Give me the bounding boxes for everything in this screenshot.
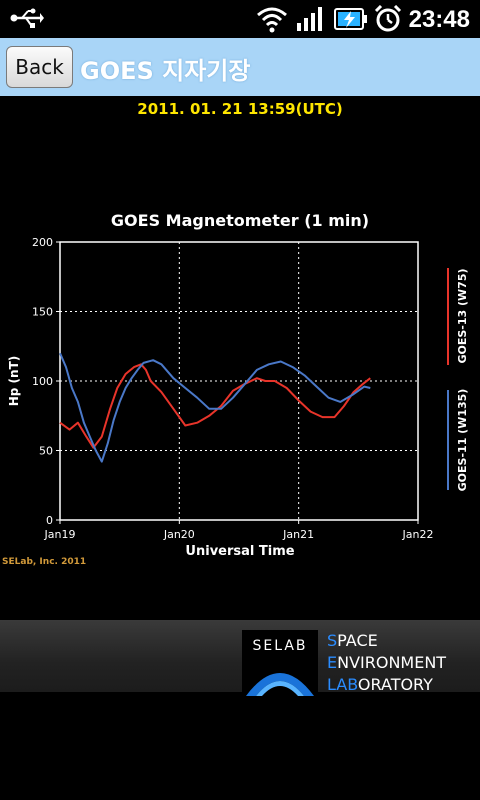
x-tick-label: Jan21 <box>282 528 314 541</box>
chart-title: GOES Magnetometer (1 min) <box>111 211 369 230</box>
legend-label: GOES-11 (W135) <box>456 389 469 492</box>
y-tick-label: 0 <box>46 514 53 527</box>
series-lines <box>59 352 371 463</box>
timestamp: 2011. 01. 21 13:59(UTC) <box>137 100 343 118</box>
legend-label: GOES-13 (W75) <box>456 268 469 363</box>
x-tick-label: Jan22 <box>402 528 434 541</box>
legend: GOES-13 (W75) GOES-11 (W135) <box>447 268 469 492</box>
x-axis-label: Universal Time <box>185 544 294 559</box>
series-line-goes11 <box>59 352 371 463</box>
grid <box>60 242 418 520</box>
org-line-space: SPACE <box>327 631 378 650</box>
y-axis-label: Hp (nT) <box>7 356 21 407</box>
battery-charging-icon <box>334 8 367 30</box>
x-tick-label: Jan19 <box>44 528 76 541</box>
logo-text: SELAB <box>252 638 307 654</box>
org-line-laboratory: LABORATORY <box>327 675 433 694</box>
y-tick-label: 100 <box>32 375 53 388</box>
signal-icon <box>297 7 322 31</box>
y-tick-label: 200 <box>32 236 53 249</box>
footer-banner: SELAB SPACE ENVIRONMENT LABORATORY <box>0 620 480 702</box>
page-title: GOES 지자기장 <box>80 57 251 85</box>
status-bar: 23:48 <box>0 0 480 38</box>
back-button[interactable]: Back <box>6 46 73 88</box>
selab-logo: SELAB <box>242 630 318 702</box>
y-tick-label: 150 <box>32 306 53 319</box>
y-axis-ticks: 0 50 100 150 200 <box>32 236 60 527</box>
alarm-clock-icon <box>374 5 402 32</box>
x-tick-label: Jan20 <box>163 528 195 541</box>
plot-frame <box>59 241 419 521</box>
usb-icon <box>10 8 44 28</box>
y-tick-label: 50 <box>39 445 53 458</box>
magnetometer-chart: GOES Magnetometer (1 min) 0 50 100 150 200 J… <box>2 211 469 567</box>
series-line-goes13 <box>59 363 371 449</box>
x-axis-ticks: Jan19 Jan20 Jan21 Jan22 <box>44 520 434 541</box>
title-bar: Back GOES 지자기장 <box>0 38 480 96</box>
wifi-icon <box>257 7 287 33</box>
chart-credit: SELab, Inc. 2011 <box>2 557 86 567</box>
organization-name: SPACE ENVIRONMENT LABORATORY <box>327 630 446 696</box>
clock-time: 23:48 <box>408 6 470 33</box>
org-line-environment: ENVIRONMENT <box>327 653 447 672</box>
